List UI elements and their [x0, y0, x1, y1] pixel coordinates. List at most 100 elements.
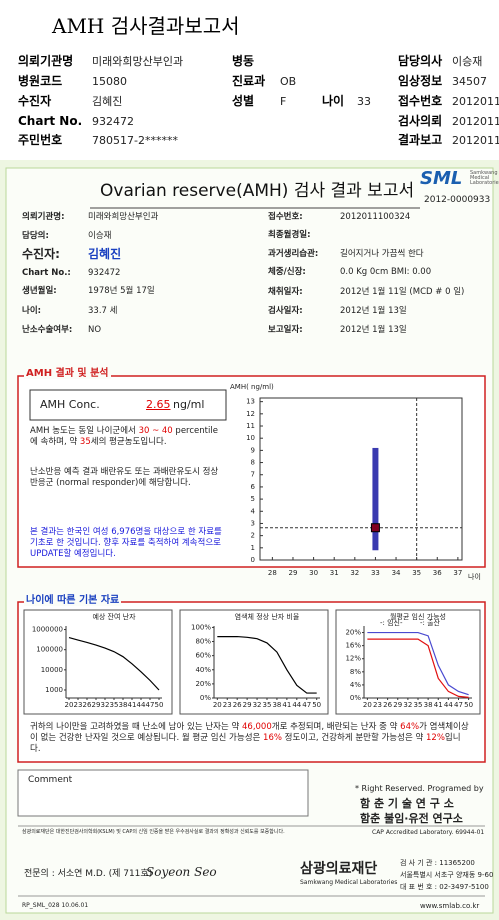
mini-title: 예상 잔여 난자	[92, 612, 136, 621]
y-tick-label: 9	[251, 446, 255, 454]
x-tick-label: 26	[83, 701, 92, 709]
field-label: Chart No.	[18, 114, 83, 128]
line-series	[68, 636, 160, 691]
x-tick-label: 34	[392, 569, 401, 577]
y-tick-label: 1	[251, 544, 255, 552]
x-tick-label: 44	[292, 701, 301, 709]
field-label: 의뢰기관명	[18, 54, 74, 68]
mini-title: 염색체 정상 난자 비율	[235, 612, 300, 621]
range-bar	[372, 447, 379, 551]
text-run: 귀하의 나이만을 고려하였을 때 난소에 남아 있는 난자는 약	[30, 722, 242, 732]
lab-name: 함 춘 기 술 연 구 소	[360, 797, 454, 810]
lab-name: 함춘 불임·유전 연구소	[360, 812, 463, 825]
paragraph: AMH 농도는 동일 나이군에서 30 ~ 40 percentile에 속하며…	[30, 426, 225, 448]
field-label: 접수번호	[398, 94, 443, 108]
field-label: 병원코드	[18, 74, 63, 88]
field-value: 780517-2******	[92, 134, 178, 147]
x-tick-label: 29	[243, 701, 252, 709]
field-value: 2012년 1월 11일 (MCD # 0 일)	[340, 287, 465, 297]
x-tick-label: 29	[92, 701, 101, 709]
doctor: 전문의 : 서소연 M.D. (제 711호)	[24, 869, 153, 879]
field-value: 김혜진	[88, 247, 122, 261]
contact: 검 사 기 관 : 11365200	[400, 859, 475, 867]
field-label: 채취일자:	[268, 287, 303, 297]
logo-sub: Samkwang Medical Laboratories	[470, 170, 499, 186]
y-tick-label: 7	[251, 471, 255, 479]
text-run: 46,000	[242, 722, 272, 732]
comment-box	[17, 769, 309, 817]
mini-title: 월평균 임신 가능성	[390, 612, 446, 621]
y-tick-label: 3	[251, 519, 255, 527]
y-tick-label: 8%	[350, 668, 361, 676]
x-tick-label: 33	[371, 569, 380, 577]
x-tick-label: 50	[155, 701, 164, 709]
x-tick-label: 35	[412, 569, 421, 577]
y-tick-label: 40%	[195, 666, 211, 674]
y-tick-label: 5	[251, 495, 255, 503]
field-value: 33.7 세	[88, 306, 118, 316]
x-tick-label: 38	[272, 701, 281, 709]
field-label: 보고일자:	[268, 325, 303, 335]
org: 삼광의료재단	[300, 861, 378, 877]
plot-area	[259, 397, 463, 561]
y-tick-label: 16%	[345, 642, 361, 650]
field-value: 34507	[452, 75, 487, 88]
text-run: 정도이고, 건강하게 분만할 가능성은 약	[281, 733, 426, 743]
y-tick-label: 12%	[345, 655, 361, 663]
y-axis-label: AMH( ng/ml)	[230, 383, 274, 391]
x-tick-label: 32	[350, 569, 359, 577]
x-tick-label: 41	[282, 701, 291, 709]
x-tick-label: 28	[268, 569, 277, 577]
text-run: 30 ~ 40	[138, 426, 173, 436]
field-label: 병동	[232, 54, 255, 68]
signature: Soyeon Seo	[146, 865, 217, 879]
y-tick-label: 0	[251, 556, 255, 564]
x-tick-label: 32	[403, 701, 412, 709]
x-tick-label: 20	[213, 701, 222, 709]
paragraph: 본 결과는 한국인 여성 6,976명을 대상으로 한 자료를 기초로 한 것입…	[30, 527, 225, 560]
summary: 귀하의 나이만을 고려하였을 때 난소에 남아 있는 난자는 약 46,000개…	[30, 722, 470, 755]
text-run: 가 염색체이상이 없는 건강한 난자일 것으로 예상됩니다. 월 평균 임신 가…	[30, 722, 469, 743]
line-series	[367, 638, 469, 698]
field-value: 미래와희망산부인과	[92, 55, 184, 68]
field-value: 길어지거나 가끔씩 한다	[340, 249, 424, 259]
field-value: 20120111	[452, 95, 499, 108]
x-tick-label: 29	[393, 701, 402, 709]
x-tick-label: 20	[363, 701, 372, 709]
section-title: 나이에 따른 기본 자료	[24, 595, 122, 606]
text-run: 개로 추정되며, 배란되는 난자 중 약	[271, 722, 401, 732]
x-tick-label: 30	[309, 569, 318, 577]
field-value: 20120113	[452, 134, 499, 147]
amh-unit: ng/ml	[173, 398, 205, 411]
field-value: 2012년 1월 13일	[340, 325, 407, 335]
y-tick-label: 12	[246, 410, 255, 418]
x-tick-label: 23	[74, 701, 83, 709]
form-code: RP_SML_028 10.06.01	[22, 902, 89, 909]
x-tick-label: 44	[444, 701, 453, 709]
x-tick-label: 41	[128, 701, 137, 709]
field-label: 생년월일:	[22, 286, 57, 296]
x-tick-label: 47	[146, 701, 155, 709]
y-tick-label: 10000	[41, 666, 63, 674]
text-run: 12%	[426, 733, 445, 743]
x-tick-label: 35	[263, 701, 272, 709]
field-value: NO	[88, 325, 102, 335]
x-tick-label: 23	[223, 701, 232, 709]
y-tick-label: 0%	[200, 694, 211, 702]
org-en: Samkwang Medical Laboratories	[300, 879, 398, 886]
x-tick-label: 36	[433, 569, 442, 577]
paragraph: 난소반응 예측 결과 배란유도 또는 과배란유도시 정상반응군 (normal …	[30, 467, 225, 489]
field-label: 나이:	[22, 306, 42, 316]
line-series	[367, 631, 469, 696]
field-value: 2012년 1월 13일	[340, 306, 407, 316]
field-value: 33	[357, 95, 371, 108]
cert: 삼광의료재단은 대한진단검사의학회(KSLM) 및 CAP의 신임 인증을 받은…	[22, 829, 285, 835]
field-value: 김혜진	[92, 95, 123, 108]
field-label: 검사일자:	[268, 306, 303, 316]
x-tick-label: 26	[383, 701, 392, 709]
mini-box	[335, 609, 481, 715]
field-value: 이승재	[452, 55, 483, 68]
y-tick-label: 2	[251, 532, 255, 540]
x-tick-label: 35	[414, 701, 423, 709]
